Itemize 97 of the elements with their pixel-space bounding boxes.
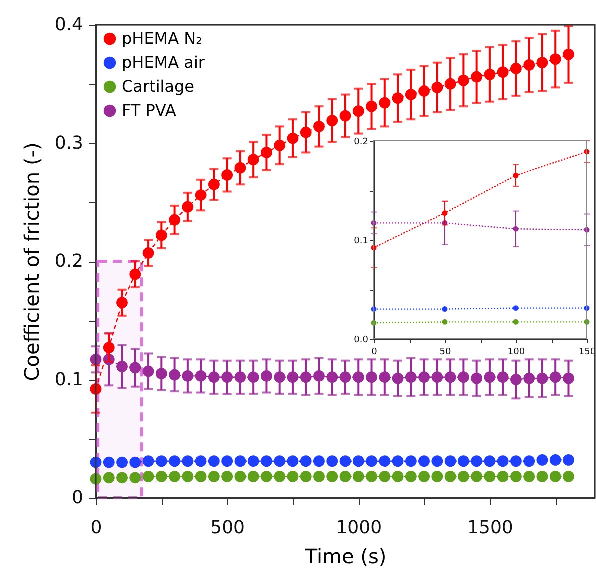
point	[432, 456, 444, 468]
point	[536, 471, 548, 482]
point	[274, 456, 286, 468]
point	[326, 456, 338, 468]
point	[524, 456, 536, 468]
x-tick-label: 1500	[468, 518, 514, 538]
point	[442, 306, 448, 312]
x-tick-label: 100	[508, 348, 526, 358]
point	[169, 471, 180, 482]
point	[497, 456, 509, 468]
y-tick-label: 0.3	[54, 132, 84, 154]
point	[352, 456, 364, 468]
point	[379, 456, 391, 468]
point	[116, 472, 128, 484]
y-axis-title: Coefficient of friction (-)	[20, 142, 44, 382]
point	[248, 471, 260, 482]
point	[208, 456, 220, 468]
point	[287, 456, 299, 468]
point	[458, 471, 470, 482]
point	[471, 471, 483, 482]
point	[326, 471, 338, 482]
point	[432, 471, 444, 482]
point	[405, 456, 417, 468]
legend-label: pHEMA air	[122, 53, 206, 72]
x-tick-label: 500	[210, 518, 245, 538]
point	[563, 454, 574, 466]
point	[261, 471, 272, 482]
point	[261, 456, 272, 468]
point	[392, 471, 404, 482]
point	[195, 471, 207, 482]
y-tick-label: 0.0	[354, 336, 369, 346]
point	[563, 471, 574, 482]
y-tick-label: 0.4	[54, 14, 84, 36]
point	[340, 471, 352, 482]
point	[222, 471, 234, 482]
point	[471, 456, 483, 468]
point	[379, 471, 391, 482]
point	[156, 456, 168, 468]
x-tick-label: 0	[90, 518, 102, 538]
point	[142, 456, 154, 468]
y-tick-label: 0.2	[354, 138, 368, 148]
point	[182, 456, 194, 468]
x-tick-label: 1000	[336, 518, 382, 538]
point	[142, 471, 154, 482]
x-tick-label: 0	[372, 348, 378, 358]
point	[536, 454, 548, 466]
point	[392, 456, 404, 468]
point	[366, 456, 378, 468]
point	[510, 471, 522, 482]
x-axis-title: Time (s)	[304, 544, 387, 568]
point	[484, 471, 496, 482]
y-tick-label: 0.2	[54, 251, 84, 272]
point	[287, 471, 299, 482]
point	[442, 319, 448, 325]
legend-label: pHEMA N₂	[122, 29, 203, 48]
point	[484, 456, 496, 468]
point	[234, 471, 246, 482]
point	[550, 454, 562, 466]
point	[300, 471, 312, 482]
point	[248, 456, 260, 468]
point	[274, 471, 286, 482]
point	[524, 471, 536, 482]
point	[458, 456, 470, 468]
point	[130, 456, 142, 468]
point	[444, 456, 456, 468]
point	[195, 456, 207, 468]
point	[234, 456, 246, 468]
point	[418, 471, 430, 482]
point	[405, 471, 417, 482]
point	[182, 471, 194, 482]
legend-label: FT PVA	[122, 101, 176, 120]
point	[444, 471, 456, 482]
point	[103, 472, 115, 484]
point	[103, 456, 115, 468]
point	[513, 306, 519, 312]
y-tick-label: 0	[72, 488, 84, 508]
point	[352, 471, 364, 482]
point	[550, 471, 562, 482]
point	[510, 456, 522, 468]
point	[300, 456, 312, 468]
legend-label: Cartilage	[122, 77, 195, 96]
point	[314, 456, 325, 468]
point	[366, 471, 378, 482]
y-tick-label: 0.1	[54, 369, 84, 390]
y-tick-label: 0.1	[354, 236, 368, 246]
point	[513, 319, 519, 325]
point	[497, 471, 509, 482]
x-tick-label: 50	[440, 348, 452, 358]
point	[130, 472, 142, 484]
point	[156, 471, 168, 482]
point	[169, 456, 180, 468]
point	[314, 471, 325, 482]
point	[340, 456, 352, 468]
point	[208, 471, 220, 482]
point	[222, 456, 234, 468]
point	[116, 456, 128, 468]
point	[418, 456, 430, 468]
